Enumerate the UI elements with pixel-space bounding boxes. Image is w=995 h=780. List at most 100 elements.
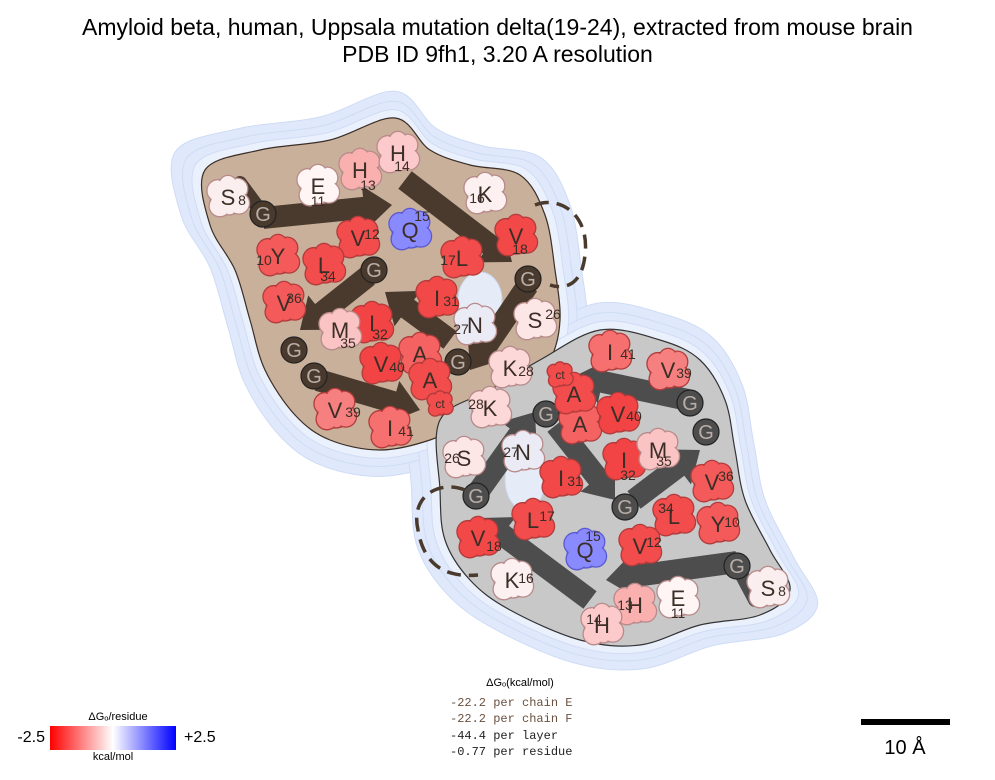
residue-letter: S [457, 446, 472, 471]
glycine-node [360, 256, 388, 284]
residue-letter: S [221, 185, 236, 210]
strand-f-33-37 [627, 449, 700, 509]
residue-number: 36 [718, 468, 734, 484]
residue-letter: K [478, 182, 493, 207]
residue-number: 14 [586, 611, 602, 627]
residue-letter: G [520, 269, 536, 291]
residue-f-n27: N27 [501, 429, 546, 473]
residue-letter: M [649, 438, 667, 463]
legend-max-label: +2.5 [184, 729, 216, 746]
title-line-1: Amyloid beta, human, Uppsala mutation de… [82, 14, 913, 40]
glycine-node [300, 362, 328, 390]
residue-letter: I [369, 311, 375, 336]
residue-letter: V [705, 470, 720, 495]
residue-letter: A [423, 368, 438, 393]
residue-f-h14: H14 [580, 602, 625, 646]
residue-e-q15: Q15 [388, 207, 433, 251]
residue-blob [636, 427, 681, 471]
residue-e-m35: M35 [318, 307, 363, 351]
residue-number: 36 [286, 290, 302, 306]
residue-f-g9: G [723, 552, 751, 580]
residue-number: 13 [360, 177, 376, 193]
residue-e-ct: ct [426, 390, 454, 417]
energy-line-chain-f: -22.2 per chain F [450, 712, 572, 726]
residue-blob [408, 357, 453, 401]
residue-blob [206, 174, 251, 218]
legend-title: ΔGₒ/residue [88, 711, 147, 723]
residue-letter: L [456, 246, 468, 271]
residue-blob [690, 459, 735, 503]
residue-letter: V [351, 226, 366, 251]
residue-number: 34 [658, 500, 674, 516]
residue-letter: K [503, 356, 518, 381]
residue-f-v36: V36 [690, 459, 735, 503]
residue-letter: V [277, 291, 292, 316]
deletion-loop-chain-f [414, 485, 479, 578]
residue-number: 16 [518, 570, 534, 586]
residue-f-i32: I32 [602, 437, 647, 483]
residue-blob [580, 602, 625, 646]
residue-letter: G [698, 422, 714, 444]
strand-f-38-42 [575, 360, 691, 411]
residue-e-v18: V18 [494, 213, 539, 257]
residue-letter: V [328, 398, 343, 423]
title-line-2: PDB ID 9fh1, 3.20 A resolution [342, 41, 653, 67]
energy-header: ΔGₒ(kcal/mol) [486, 677, 554, 689]
residue-f-l34: L34 [652, 493, 697, 537]
residue-e-v36: V36 [262, 280, 307, 324]
residue-blob [368, 405, 413, 449]
residue-blob [313, 387, 358, 431]
residue-f-s26: S26 [442, 435, 487, 479]
ct-blob [426, 390, 454, 417]
residue-letter: L [668, 504, 680, 529]
residue-e-v39: V 39 [313, 387, 361, 431]
residue-number: 17 [539, 508, 555, 524]
glycine-node [249, 200, 277, 228]
residue-blob [463, 171, 508, 215]
residue-blob [746, 565, 791, 609]
residue-blob [596, 391, 641, 435]
legend-min-label: -2.5 [17, 729, 45, 746]
residue-e-a42: A [408, 357, 453, 401]
residue-number: 32 [620, 467, 636, 483]
residue-e-g25: G [514, 265, 542, 293]
residue-e-n27: N27 [453, 302, 498, 346]
residue-e-v40: V 40 [359, 341, 405, 385]
residue-letter: Q [401, 218, 418, 243]
residue-letter: G [450, 352, 466, 374]
residue-f-l17: L 17 [511, 497, 556, 541]
residue-letter: N [467, 313, 483, 338]
residue-f-g37: G [692, 418, 720, 446]
residue-f-y10: Y10 [696, 501, 741, 545]
residue-number: 39 [676, 365, 692, 381]
residue-letter: E [311, 174, 326, 199]
residue-letter: Y [711, 512, 726, 537]
residue-e-g37: G [280, 336, 308, 364]
residue-number: 34 [320, 268, 336, 284]
residue-letter: I [607, 340, 613, 365]
residue-blob [256, 233, 301, 277]
residue-blob [456, 515, 501, 559]
residue-e-s26: S 26 [513, 297, 561, 341]
residue-f-i41: I 41 [588, 329, 636, 373]
residue-number: 28 [518, 363, 534, 379]
residue-number: 31 [443, 293, 459, 309]
energy-line-chain-e: -22.2 per chain E [450, 696, 572, 710]
residue-blob [490, 557, 535, 601]
strand-e-33-37 [300, 267, 375, 330]
glycine-node [514, 265, 542, 293]
residue-letter: K [505, 568, 520, 593]
residue-letter: M [331, 318, 349, 343]
legend-gradient-bar [50, 726, 176, 750]
residue-letter: A [573, 412, 588, 437]
residue-f-v18: V 18 [456, 515, 502, 559]
residue-blob [359, 341, 404, 385]
residue-number: 12 [646, 534, 662, 550]
residue-number: 32 [372, 326, 388, 342]
residue-letter: V [633, 534, 648, 559]
residue-blob [618, 523, 663, 567]
residue-e-l17: L17 [440, 235, 485, 279]
